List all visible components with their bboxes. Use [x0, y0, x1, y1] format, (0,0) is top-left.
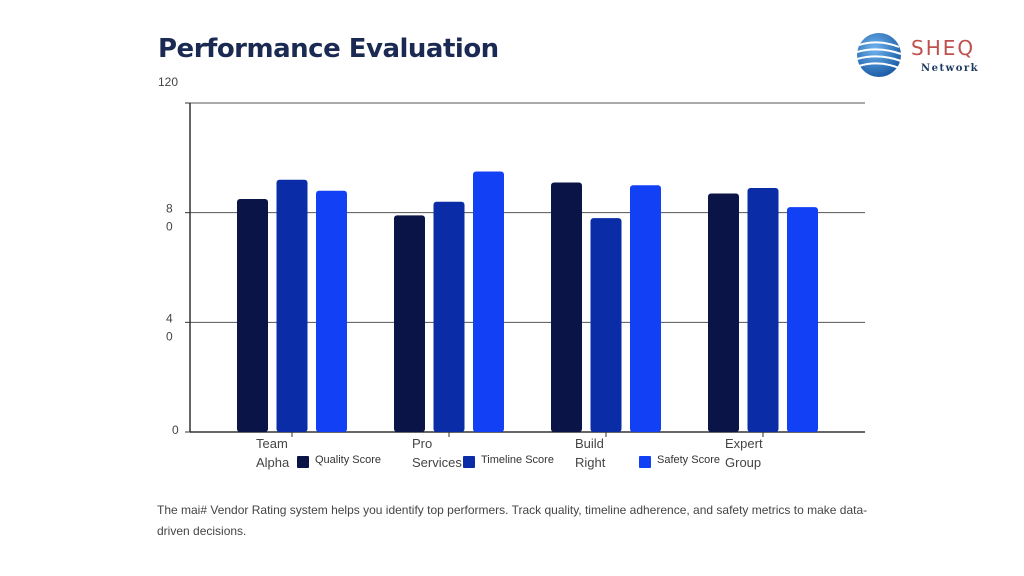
x-tick-label: Team Alpha [256, 436, 290, 470]
bar [237, 198, 268, 432]
bar [276, 179, 308, 432]
bar [394, 215, 425, 432]
sheq-logo: SHEQ Network [855, 30, 985, 80]
logo-name: SHEQ [911, 36, 976, 60]
legend-swatch [463, 456, 475, 468]
y-tick-label: 120 [158, 75, 178, 89]
legend-label: Quality Score [315, 454, 381, 466]
legend-label: Timeline Score [481, 454, 554, 466]
bar [630, 185, 661, 432]
x-tick-label: Expert Group [725, 436, 763, 470]
bar [787, 207, 818, 432]
bar [551, 182, 582, 432]
bar [747, 187, 779, 432]
page-title: Performance Evaluation [158, 34, 499, 64]
globe-icon [856, 33, 902, 77]
x-tick-label: Build Right [575, 436, 606, 470]
bar [433, 201, 465, 432]
bar [708, 193, 739, 432]
legend-swatch [297, 456, 309, 468]
bar-chart: 0 4 0 8 0 120 Team Alpha Pro Services Build Right Ex… [158, 75, 865, 470]
legend-label: Safety Score [657, 454, 720, 466]
bar [590, 218, 622, 432]
bar [316, 190, 347, 432]
legend-swatch [639, 456, 651, 468]
y-tick-label: 0 [172, 423, 179, 437]
description-text: The mai# Vendor Rating system helps you … [157, 503, 868, 538]
bar [473, 171, 504, 432]
x-tick-label: Pro Services [412, 436, 462, 470]
logo-subtitle: Network [921, 63, 980, 74]
